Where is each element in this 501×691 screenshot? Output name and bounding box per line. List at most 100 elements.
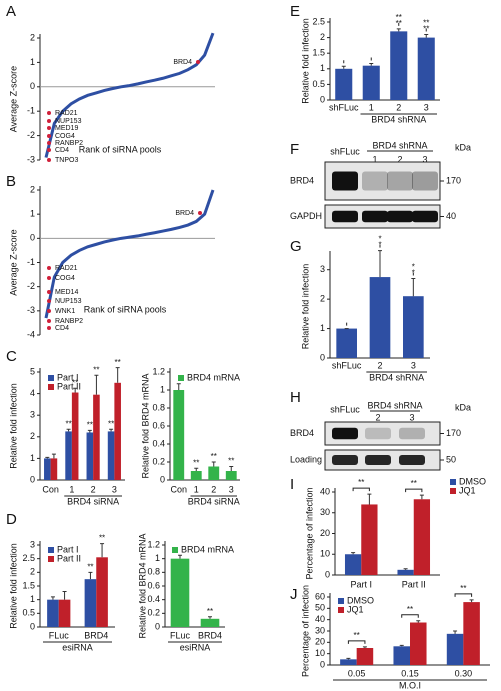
legend-swatch bbox=[48, 547, 54, 553]
error-bar bbox=[396, 28, 401, 32]
y-tick-label: 1 bbox=[30, 594, 35, 604]
hit-label: COG4 bbox=[55, 133, 75, 140]
error-bar bbox=[115, 367, 120, 383]
y-tick-label: 10 bbox=[320, 549, 330, 559]
y-tick-label: 0 bbox=[30, 81, 35, 91]
error-bar bbox=[399, 644, 404, 647]
group-label: BRD4 shRNA bbox=[372, 140, 427, 150]
marker-label: 170 bbox=[446, 428, 461, 438]
group-label: BRD4 shRNA bbox=[367, 400, 422, 410]
row-label: BRD4 bbox=[290, 175, 314, 185]
significance: ** bbox=[115, 358, 121, 367]
x-tick-label: 3 bbox=[424, 102, 429, 112]
error-bar bbox=[88, 571, 93, 580]
y-tick-label: -1 bbox=[27, 106, 35, 116]
error-bar bbox=[469, 599, 474, 603]
x-axis-label: M.O.I bbox=[399, 680, 421, 690]
bar bbox=[170, 558, 190, 627]
x-axis-label: BRD4 siRNA bbox=[188, 496, 240, 506]
y-tick-label: -3 bbox=[27, 154, 35, 164]
hit-label: CD4 bbox=[55, 325, 69, 332]
error-bar bbox=[378, 250, 382, 278]
legend-label: DMSO bbox=[459, 476, 486, 486]
y-tick-label: 0.6 bbox=[152, 420, 165, 430]
error-bar bbox=[424, 33, 429, 38]
bar bbox=[65, 431, 72, 480]
y-tick-label: 0 bbox=[325, 569, 330, 579]
bar bbox=[173, 390, 185, 480]
significance: ** bbox=[193, 458, 199, 467]
bar bbox=[190, 471, 202, 480]
x-tick-label: Part I bbox=[350, 579, 372, 589]
significance: ** bbox=[65, 419, 71, 428]
panel-letter: C bbox=[6, 348, 17, 365]
panel-letter: H bbox=[290, 389, 301, 406]
bar bbox=[71, 392, 79, 480]
y-tick-label: 0 bbox=[160, 474, 165, 484]
error-bar bbox=[416, 620, 421, 623]
significance: ** bbox=[87, 420, 93, 429]
x-tick-label: 0.30 bbox=[455, 668, 473, 678]
y-axis-label: Percentage of infection bbox=[300, 585, 310, 677]
error-bar bbox=[100, 543, 105, 558]
hit-label: RANBP2 bbox=[55, 140, 83, 147]
error-bar bbox=[229, 466, 234, 471]
legend-swatch bbox=[178, 375, 184, 381]
lane-label: 2 bbox=[375, 412, 380, 422]
hit-label: BRD4 bbox=[173, 59, 192, 66]
legend-swatch bbox=[450, 479, 456, 485]
error-bar bbox=[51, 453, 56, 459]
panel-letter: G bbox=[290, 238, 302, 255]
significance: ** bbox=[87, 562, 93, 571]
lane-label: 3 bbox=[422, 154, 427, 164]
bar bbox=[356, 648, 374, 665]
bar bbox=[410, 622, 427, 665]
legend-label: BRD4 mRNA bbox=[181, 544, 234, 554]
legend-label: Part II bbox=[57, 381, 81, 391]
x-axis-label: BRD4 shRNA bbox=[371, 114, 426, 124]
bar bbox=[58, 599, 71, 627]
significance: ** bbox=[354, 631, 360, 640]
y-axis-label: Relative fold infection bbox=[8, 383, 18, 469]
y-tick-label: 4 bbox=[30, 388, 35, 398]
bar bbox=[225, 471, 237, 480]
y-tick-label: 0 bbox=[30, 474, 35, 484]
panel-letter: J bbox=[290, 586, 298, 603]
z-score-curve bbox=[44, 32, 215, 158]
blot-band bbox=[362, 210, 388, 223]
hit-label: MED14 bbox=[55, 289, 78, 296]
legend-swatch bbox=[48, 556, 54, 562]
hit-dot bbox=[198, 211, 202, 215]
x-tick-label: 1 bbox=[194, 484, 199, 494]
lane-label: shFLuc bbox=[330, 146, 360, 156]
significance: ** bbox=[228, 457, 234, 466]
y-tick-label: 2 bbox=[30, 184, 35, 194]
y-tick-label: 1.2 bbox=[147, 539, 160, 549]
y-tick-label: 20 bbox=[320, 528, 330, 538]
legend-swatch bbox=[450, 488, 456, 494]
lane-label: shFLuc bbox=[330, 404, 360, 414]
x-tick-label: 2 bbox=[91, 484, 96, 494]
hit-dot bbox=[47, 326, 51, 330]
legend-label: Part II bbox=[57, 553, 81, 563]
y-tick-label: 1.5 bbox=[22, 580, 35, 590]
x-tick-label: FLuc bbox=[49, 630, 70, 640]
bar bbox=[340, 659, 357, 665]
y-tick-label: 60 bbox=[315, 591, 325, 601]
blot-band bbox=[399, 455, 425, 465]
x-tick-label: 2 bbox=[396, 102, 401, 112]
y-tick-label: 0 bbox=[320, 659, 325, 669]
legend-label: DMSO bbox=[347, 595, 374, 605]
hit-dot bbox=[47, 134, 51, 138]
hit-dot bbox=[47, 119, 51, 123]
bar bbox=[84, 579, 97, 627]
error-bar bbox=[403, 568, 408, 570]
hit-dot bbox=[47, 309, 51, 313]
bar bbox=[369, 277, 391, 358]
bar bbox=[417, 37, 435, 100]
error-bar bbox=[367, 493, 372, 505]
legend-label: BRD4 mRNA bbox=[187, 372, 240, 382]
y-tick-label: 1 bbox=[30, 209, 35, 219]
legend-label: JQ1 bbox=[347, 604, 364, 614]
z-score-curve bbox=[44, 189, 215, 319]
